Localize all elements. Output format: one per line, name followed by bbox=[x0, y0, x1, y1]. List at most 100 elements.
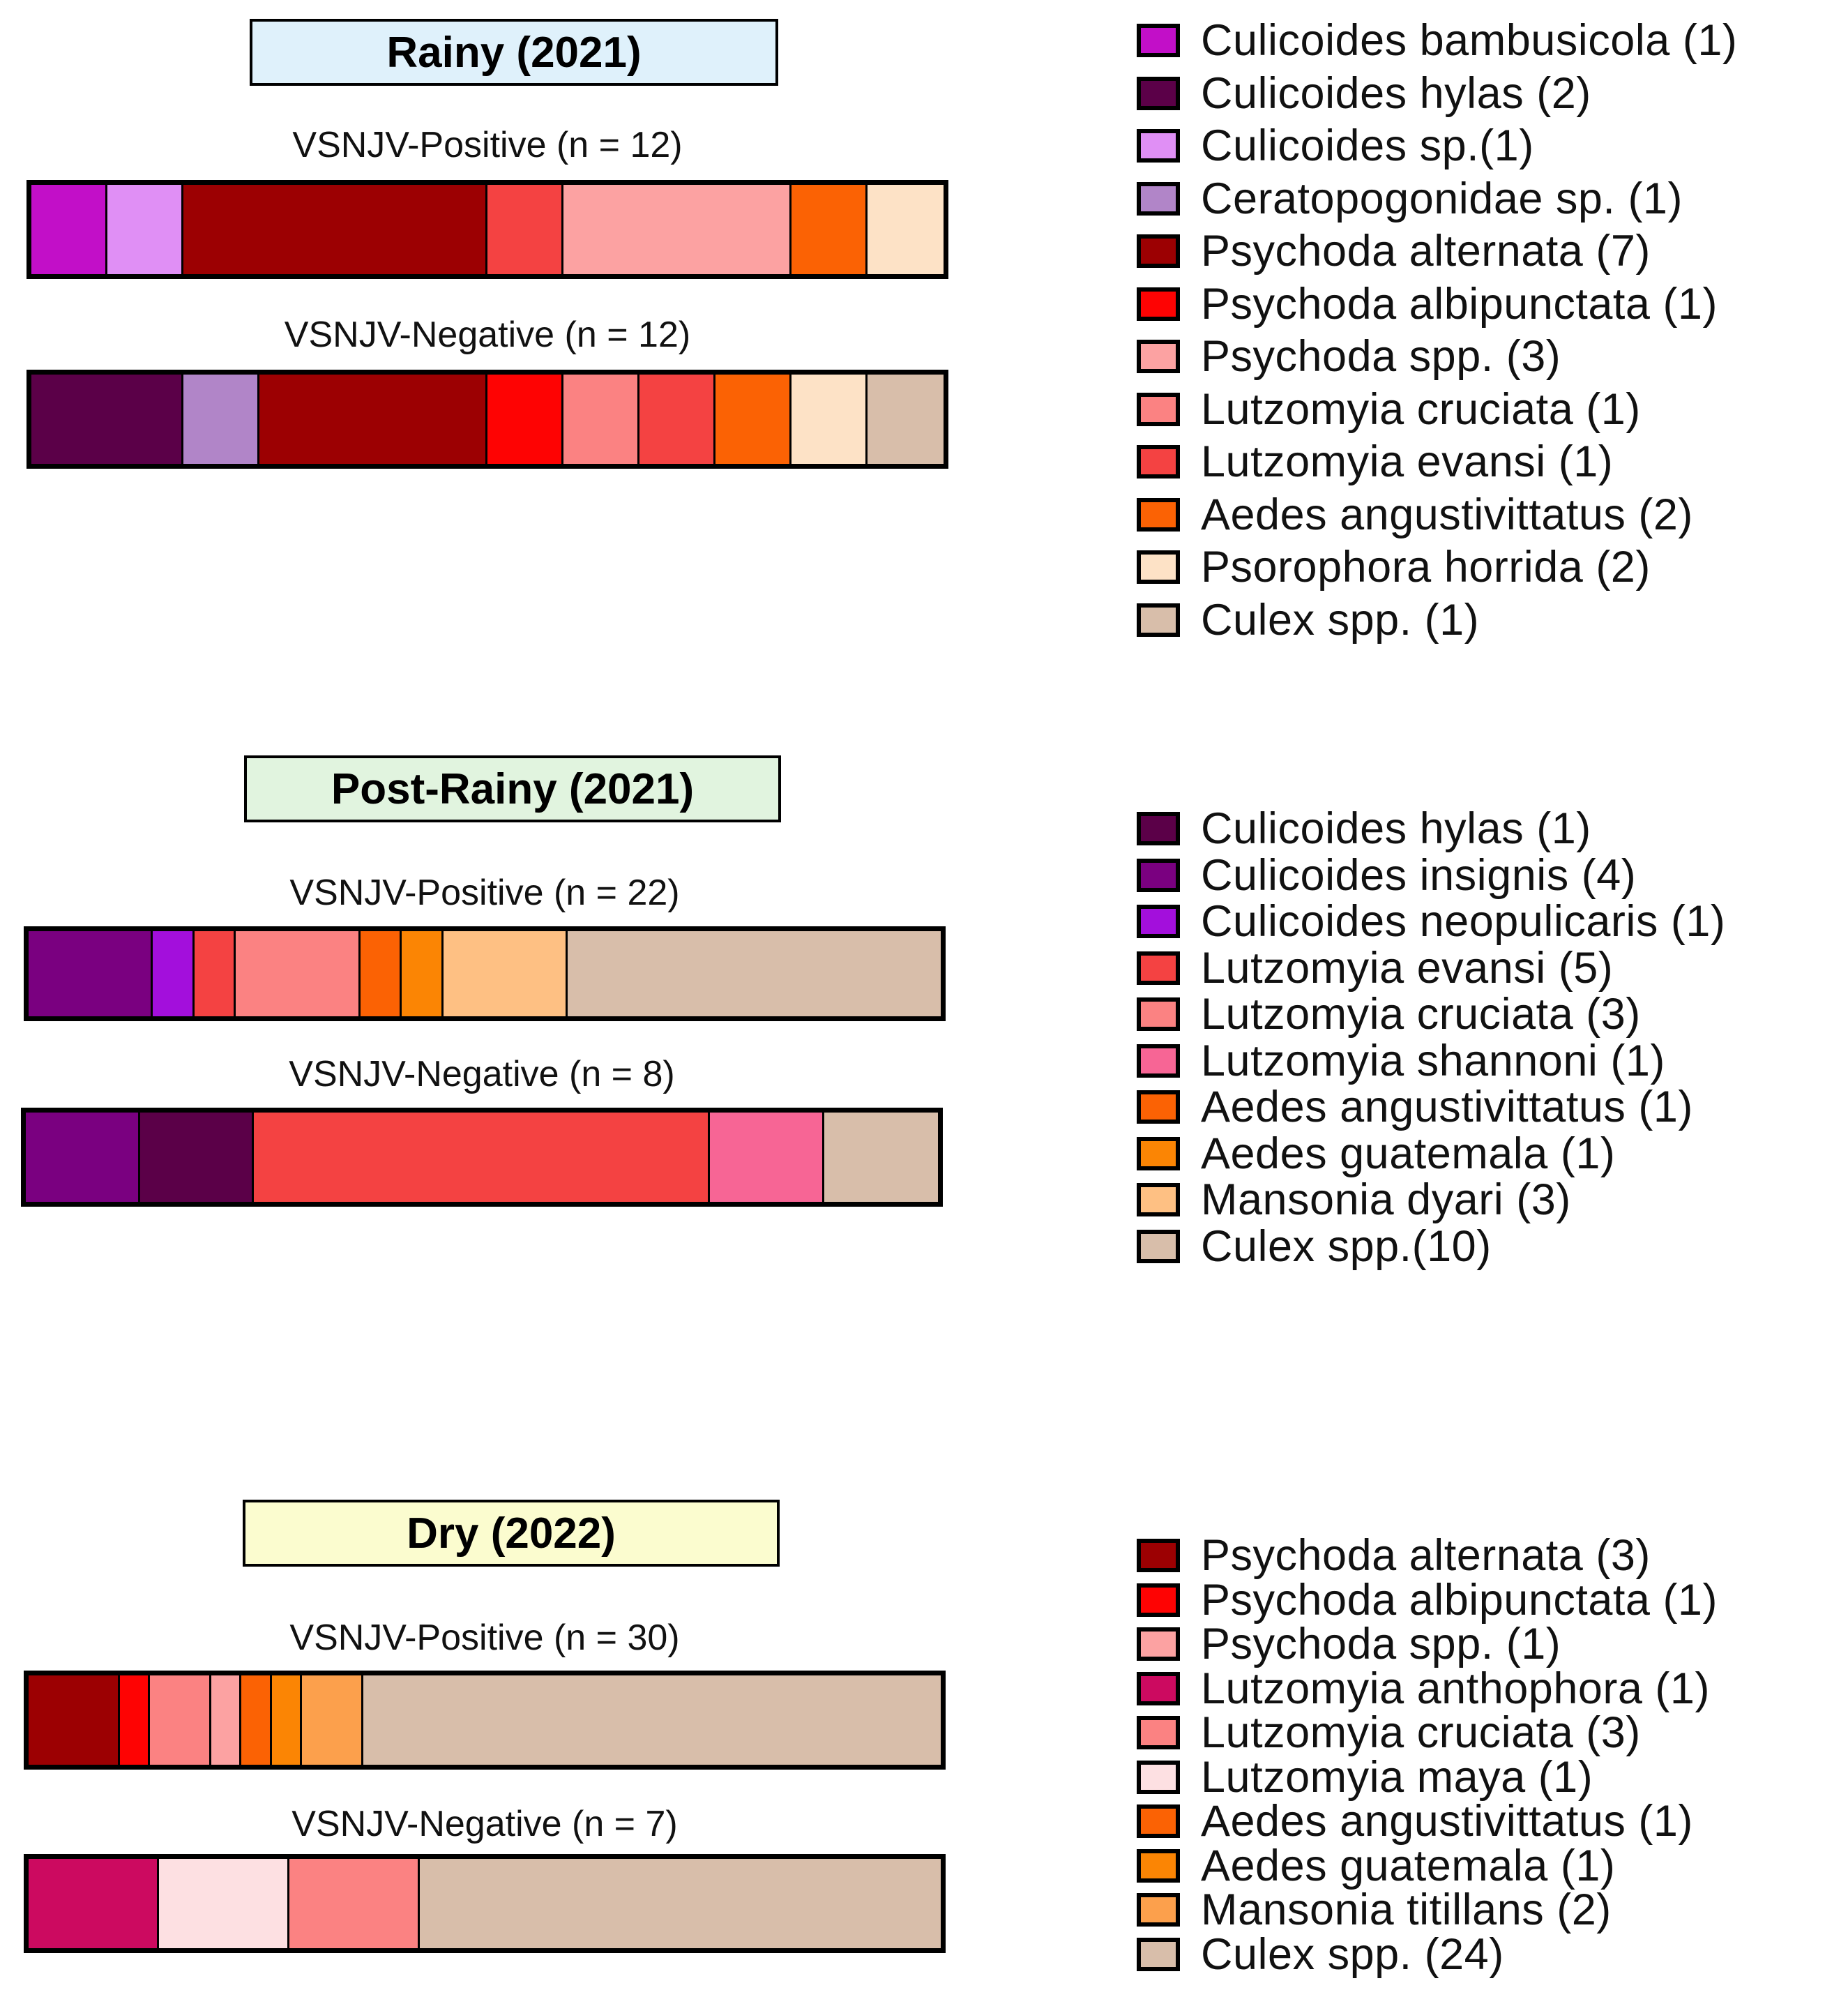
legend-label: Aedes angustivittatus (1) bbox=[1201, 1797, 1693, 1846]
legend-swatch bbox=[1137, 812, 1180, 845]
legend-label: Psorophora horrida (2) bbox=[1201, 543, 1651, 591]
bar-segment bbox=[363, 1675, 941, 1765]
bar-segment bbox=[259, 375, 487, 464]
legend-item: Ceratopogonidae sp. (1) bbox=[1137, 174, 1683, 223]
rainy-negative-bar-label: VSNJV-Negative (n = 12) bbox=[284, 315, 691, 355]
legend-swatch bbox=[1137, 287, 1180, 321]
legend-label: Aedes guatemala (1) bbox=[1201, 1129, 1616, 1178]
legend-item: Aedes angustivittatus (1) bbox=[1137, 1797, 1693, 1846]
legend-item: Lutzomyia shannoni (1) bbox=[1137, 1037, 1665, 1085]
legend-label: Aedes angustivittatus (2) bbox=[1201, 490, 1693, 539]
bar-segment bbox=[31, 375, 183, 464]
legend-swatch bbox=[1137, 603, 1180, 637]
legend-swatch bbox=[1137, 497, 1180, 532]
legend-label: Aedes guatemala (1) bbox=[1201, 1841, 1616, 1890]
legend-item: Aedes angustivittatus (2) bbox=[1137, 490, 1693, 539]
legend-item: Psychoda alternata (3) bbox=[1137, 1531, 1651, 1580]
bar-segment bbox=[302, 1675, 363, 1765]
legend-item: Lutzomyia anthophora (1) bbox=[1137, 1664, 1710, 1713]
legend-label: Mansonia dyari (3) bbox=[1201, 1175, 1571, 1224]
legend-item: Psorophora horrida (2) bbox=[1137, 543, 1651, 591]
legend-label: Lutzomyia cruciata (3) bbox=[1201, 1708, 1641, 1757]
legend-item: Culicoides bambusicola (1) bbox=[1137, 16, 1737, 65]
legend-item: Psychoda alternata (7) bbox=[1137, 227, 1651, 276]
rainy-positive-stacked-bar bbox=[26, 180, 948, 279]
bar-segment bbox=[419, 1859, 941, 1948]
legend-swatch bbox=[1137, 1583, 1180, 1617]
legend-label: Psychoda spp. (3) bbox=[1201, 332, 1561, 381]
legend-label: Culicoides neopulicaris (1) bbox=[1201, 897, 1726, 946]
legend-swatch bbox=[1137, 1716, 1180, 1749]
bar-segment bbox=[194, 931, 236, 1016]
legend-item: Lutzomyia cruciata (1) bbox=[1137, 385, 1641, 434]
legend-swatch bbox=[1137, 1229, 1180, 1263]
legend-item: Mansonia titillans (2) bbox=[1137, 1885, 1612, 1934]
bar-segment bbox=[715, 375, 792, 464]
legend-item: Culex spp. (24) bbox=[1137, 1930, 1504, 1979]
legend-item: Culicoides hylas (2) bbox=[1137, 69, 1591, 118]
legend-label: Culicoides bambusicola (1) bbox=[1201, 16, 1738, 65]
legend-swatch bbox=[1137, 1090, 1180, 1124]
legend-item: Culex spp. (1) bbox=[1137, 596, 1479, 645]
bar-segment bbox=[119, 1675, 151, 1765]
bar-segment bbox=[183, 185, 487, 274]
legend-item: Lutzomyia evansi (1) bbox=[1137, 437, 1613, 486]
post-rainy-positive-bar-label: VSNJV-Positive (n = 22) bbox=[289, 873, 680, 913]
legend-label: Psychoda albipunctata (1) bbox=[1201, 279, 1718, 329]
legend-swatch bbox=[1137, 905, 1180, 938]
dry-title: Dry (2022) bbox=[243, 1500, 780, 1567]
legend-label: Ceratopogonidae sp. (1) bbox=[1201, 174, 1683, 223]
legend-swatch bbox=[1137, 340, 1180, 373]
dry-positive-stacked-bar bbox=[24, 1671, 946, 1770]
legend-label: Mansonia titillans (2) bbox=[1201, 1885, 1612, 1934]
bar-segment bbox=[792, 185, 868, 274]
legend-item: Lutzomyia cruciata (3) bbox=[1137, 990, 1641, 1039]
legend-swatch bbox=[1137, 445, 1180, 478]
rainy-positive-bar-label: VSNJV-Positive (n = 12) bbox=[292, 125, 683, 165]
legend-label: Culex spp. (1) bbox=[1201, 595, 1480, 645]
bar-segment bbox=[402, 931, 444, 1016]
bar-segment bbox=[360, 931, 402, 1016]
legend-label: Psychoda alternata (7) bbox=[1201, 227, 1651, 276]
bar-segment bbox=[567, 931, 941, 1016]
bar-segment bbox=[29, 1675, 120, 1765]
bar-segment bbox=[487, 375, 563, 464]
post-rainy-negative-bar-label: VSNJV-Negative (n = 8) bbox=[289, 1054, 675, 1094]
legend-label: Culicoides hylas (1) bbox=[1201, 804, 1591, 853]
legend-label: Lutzomyia maya (1) bbox=[1201, 1752, 1593, 1802]
dry-positive-bar-label: VSNJV-Positive (n = 30) bbox=[289, 1618, 680, 1658]
legend-swatch bbox=[1137, 129, 1180, 163]
legend-label: Culicoides insignis (4) bbox=[1201, 850, 1637, 900]
bar-segment bbox=[31, 185, 107, 274]
bar-segment bbox=[563, 375, 639, 464]
bar-segment bbox=[824, 1113, 938, 1202]
legend-swatch bbox=[1137, 550, 1180, 584]
dry-negative-stacked-bar bbox=[24, 1854, 946, 1953]
legend-label: Lutzomyia cruciata (3) bbox=[1201, 990, 1641, 1039]
bar-segment bbox=[211, 1675, 242, 1765]
legend-label: Psychoda spp. (1) bbox=[1201, 1620, 1561, 1668]
legend-item: Culicoides insignis (4) bbox=[1137, 851, 1636, 900]
bar-segment bbox=[563, 185, 792, 274]
rainy-negative-stacked-bar bbox=[26, 370, 948, 469]
legend-swatch bbox=[1137, 1760, 1180, 1794]
bar-segment bbox=[271, 1675, 303, 1765]
bar-segment bbox=[443, 931, 568, 1016]
bar-segment bbox=[26, 1113, 140, 1202]
legend-swatch bbox=[1137, 181, 1180, 216]
bar-segment bbox=[183, 375, 259, 464]
bar-segment bbox=[158, 1859, 289, 1948]
legend-swatch bbox=[1137, 1183, 1180, 1216]
legend-label: Psychoda albipunctata (1) bbox=[1201, 1575, 1718, 1625]
legend-label: Culex spp.(10) bbox=[1201, 1221, 1492, 1271]
legend-swatch bbox=[1137, 1893, 1180, 1927]
legend-swatch bbox=[1137, 24, 1180, 57]
legend-label: Culex spp. (24) bbox=[1201, 1929, 1504, 1979]
legend-item: Culicoides sp.(1) bbox=[1137, 121, 1534, 170]
legend-swatch bbox=[1137, 76, 1180, 110]
bar-segment bbox=[289, 1859, 420, 1948]
legend-item: Lutzomyia evansi (5) bbox=[1137, 944, 1613, 993]
legend-item: Aedes guatemala (1) bbox=[1137, 1841, 1615, 1890]
legend-swatch bbox=[1137, 392, 1180, 426]
